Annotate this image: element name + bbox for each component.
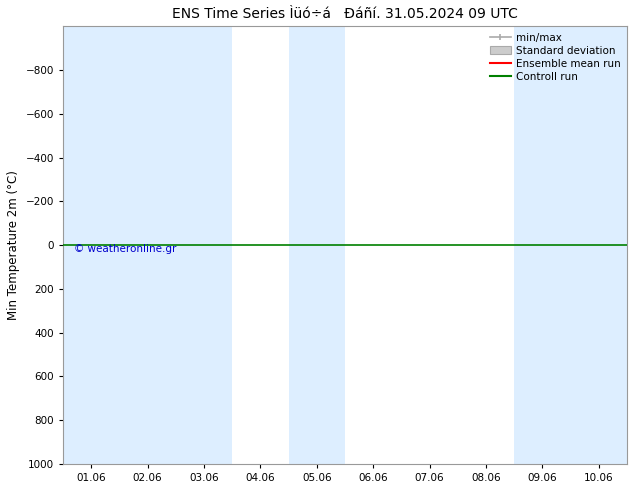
Bar [514,26,634,464]
Y-axis label: Min Temperature 2m (°C): Min Temperature 2m (°C) [7,170,20,320]
Bar [288,26,345,464]
Title: ENS Time Series Ìüó÷á   Ðáñí. 31.05.2024 09 UTC: ENS Time Series Ìüó÷á Ðáñí. 31.05.2024 0… [172,7,518,21]
Legend: min/max, Standard deviation, Ensemble mean run, Controll run: min/max, Standard deviation, Ensemble me… [486,28,625,86]
Text: © weatheronline.gr: © weatheronline.gr [74,245,176,254]
Bar [63,26,232,464]
